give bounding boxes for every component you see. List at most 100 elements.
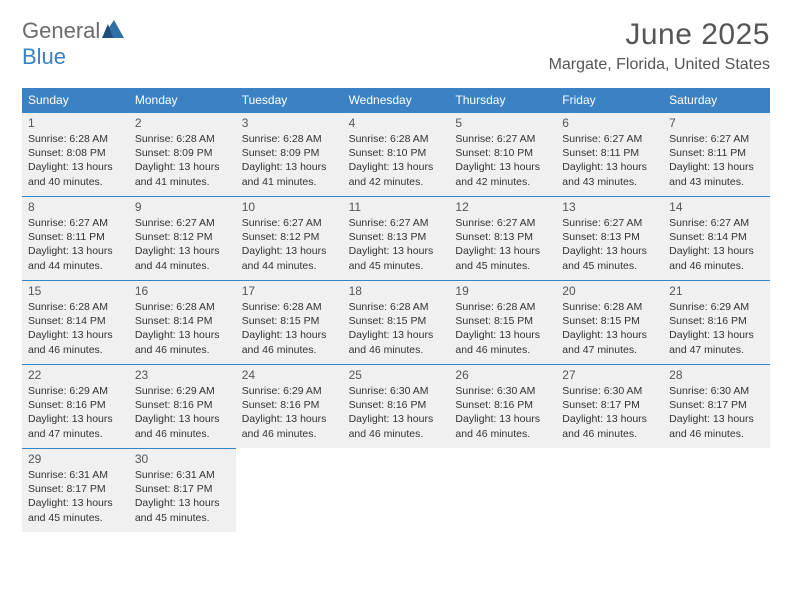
sunset-line: Sunset: 8:17 PM — [135, 482, 230, 496]
sunrise-line: Sunrise: 6:28 AM — [349, 132, 444, 146]
sunset-line: Sunset: 8:17 PM — [28, 482, 123, 496]
calendar-header-row: SundayMondayTuesdayWednesdayThursdayFrid… — [22, 88, 770, 112]
calendar-cell-23: 23Sunrise: 6:29 AMSunset: 8:16 PMDayligh… — [129, 364, 236, 448]
sunrise-line: Sunrise: 6:27 AM — [669, 132, 764, 146]
calendar-cell-11: 11Sunrise: 6:27 AMSunset: 8:13 PMDayligh… — [343, 196, 450, 280]
daylight-line: Daylight: 13 hours and 44 minutes. — [28, 244, 123, 272]
calendar-cell-empty — [449, 448, 556, 532]
daylight-line: Daylight: 13 hours and 46 minutes. — [669, 412, 764, 440]
daylight-line: Daylight: 13 hours and 43 minutes. — [562, 160, 657, 188]
day-number: 9 — [135, 200, 230, 214]
calendar-cell-28: 28Sunrise: 6:30 AMSunset: 8:17 PMDayligh… — [663, 364, 770, 448]
daylight-line: Daylight: 13 hours and 46 minutes. — [135, 328, 230, 356]
sunrise-line: Sunrise: 6:27 AM — [562, 132, 657, 146]
day-number: 26 — [455, 368, 550, 382]
calendar-cell-6: 6 Sunrise: 6:27 AMSunset: 8:11 PMDaylight… — [556, 112, 663, 196]
sunset-line: Sunset: 8:11 PM — [562, 146, 657, 160]
logo-sail-icon — [102, 20, 124, 38]
day-number: 14 — [669, 200, 764, 214]
title-block: June 2025 Margate, Florida, United State… — [549, 18, 770, 74]
dow-header-5: Friday — [556, 88, 663, 112]
calendar-cell-24: 24Sunrise: 6:29 AMSunset: 8:16 PMDayligh… — [236, 364, 343, 448]
daylight-line: Daylight: 13 hours and 46 minutes. — [669, 244, 764, 272]
calendar-cell-9: 9 Sunrise: 6:27 AMSunset: 8:12 PMDaylight… — [129, 196, 236, 280]
sunset-line: Sunset: 8:15 PM — [455, 314, 550, 328]
brand-general: General — [22, 18, 100, 43]
daylight-line: Daylight: 13 hours and 46 minutes. — [455, 328, 550, 356]
dow-header-4: Thursday — [449, 88, 556, 112]
calendar: SundayMondayTuesdayWednesdayThursdayFrid… — [22, 88, 770, 532]
day-number: 4 — [349, 116, 444, 130]
sunrise-line: Sunrise: 6:27 AM — [349, 216, 444, 230]
sunset-line: Sunset: 8:16 PM — [669, 314, 764, 328]
sunset-line: Sunset: 8:17 PM — [562, 398, 657, 412]
sunset-line: Sunset: 8:11 PM — [669, 146, 764, 160]
sunset-line: Sunset: 8:15 PM — [349, 314, 444, 328]
sunset-line: Sunset: 8:14 PM — [669, 230, 764, 244]
daylight-line: Daylight: 13 hours and 46 minutes. — [28, 328, 123, 356]
daylight-line: Daylight: 13 hours and 46 minutes. — [349, 412, 444, 440]
daylight-line: Daylight: 13 hours and 44 minutes. — [242, 244, 337, 272]
calendar-cell-29: 29Sunrise: 6:31 AMSunset: 8:17 PMDayligh… — [22, 448, 129, 532]
sunrise-line: Sunrise: 6:28 AM — [135, 300, 230, 314]
daylight-line: Daylight: 13 hours and 44 minutes. — [135, 244, 230, 272]
sunset-line: Sunset: 8:13 PM — [349, 230, 444, 244]
calendar-cell-25: 25Sunrise: 6:30 AMSunset: 8:16 PMDayligh… — [343, 364, 450, 448]
daylight-line: Daylight: 13 hours and 45 minutes. — [349, 244, 444, 272]
calendar-cell-4: 4Sunrise: 6:28 AMSunset: 8:10 PMDaylight… — [343, 112, 450, 196]
calendar-cell-7: 7Sunrise: 6:27 AMSunset: 8:11 PMDaylight… — [663, 112, 770, 196]
calendar-cell-14: 14 Sunrise: 6:27 AMSunset: 8:14 PMDayligh… — [663, 196, 770, 280]
day-number: 1 — [28, 116, 123, 130]
sunset-line: Sunset: 8:12 PM — [135, 230, 230, 244]
day-number: 6 — [562, 116, 657, 130]
calendar-cell-2: 2Sunrise: 6:28 AMSunset: 8:09 PMDaylight… — [129, 112, 236, 196]
dow-header-2: Tuesday — [236, 88, 343, 112]
calendar-cell-3: 3Sunrise: 6:28 AMSunset: 8:09 PMDaylight… — [236, 112, 343, 196]
sunrise-line: Sunrise: 6:27 AM — [135, 216, 230, 230]
calendar-cell-5: 5Sunrise: 6:27 AMSunset: 8:10 PMDaylight… — [449, 112, 556, 196]
day-number: 22 — [28, 368, 123, 382]
daylight-line: Daylight: 13 hours and 46 minutes. — [562, 412, 657, 440]
day-number: 19 — [455, 284, 550, 298]
sunset-line: Sunset: 8:08 PM — [28, 146, 123, 160]
sunset-line: Sunset: 8:15 PM — [242, 314, 337, 328]
day-number: 24 — [242, 368, 337, 382]
sunset-line: Sunset: 8:16 PM — [242, 398, 337, 412]
day-number: 17 — [242, 284, 337, 298]
daylight-line: Daylight: 13 hours and 47 minutes. — [669, 328, 764, 356]
calendar-cell-27: 27Sunrise: 6:30 AMSunset: 8:17 PMDayligh… — [556, 364, 663, 448]
sunrise-line: Sunrise: 6:30 AM — [562, 384, 657, 398]
calendar-cell-10: 10Sunrise: 6:27 AMSunset: 8:12 PMDayligh… — [236, 196, 343, 280]
calendar-cell-empty — [663, 448, 770, 532]
calendar-cell-20: 20Sunrise: 6:28 AMSunset: 8:15 PMDayligh… — [556, 280, 663, 364]
day-number: 28 — [669, 368, 764, 382]
sunrise-line: Sunrise: 6:30 AM — [669, 384, 764, 398]
day-number: 21 — [669, 284, 764, 298]
dow-header-6: Saturday — [663, 88, 770, 112]
calendar-page: General Blue June 2025 Margate, Florida,… — [0, 0, 792, 532]
daylight-line: Daylight: 13 hours and 46 minutes. — [242, 328, 337, 356]
dow-header-1: Monday — [129, 88, 236, 112]
day-number: 13 — [562, 200, 657, 214]
sunrise-line: Sunrise: 6:29 AM — [669, 300, 764, 314]
sunrise-line: Sunrise: 6:27 AM — [455, 132, 550, 146]
calendar-cell-1: 1Sunrise: 6:28 AMSunset: 8:08 PMDaylight… — [22, 112, 129, 196]
sunrise-line: Sunrise: 6:30 AM — [349, 384, 444, 398]
calendar-cell-26: 26Sunrise: 6:30 AMSunset: 8:16 PMDayligh… — [449, 364, 556, 448]
sunrise-line: Sunrise: 6:27 AM — [455, 216, 550, 230]
daylight-line: Daylight: 13 hours and 40 minutes. — [28, 160, 123, 188]
daylight-line: Daylight: 13 hours and 46 minutes. — [455, 412, 550, 440]
sunrise-line: Sunrise: 6:27 AM — [669, 216, 764, 230]
sunrise-line: Sunrise: 6:29 AM — [135, 384, 230, 398]
sunrise-line: Sunrise: 6:28 AM — [242, 132, 337, 146]
day-number: 16 — [135, 284, 230, 298]
calendar-cell-22: 22Sunrise: 6:29 AMSunset: 8:16 PMDayligh… — [22, 364, 129, 448]
day-number: 25 — [349, 368, 444, 382]
day-number: 2 — [135, 116, 230, 130]
sunrise-line: Sunrise: 6:27 AM — [562, 216, 657, 230]
day-number: 18 — [349, 284, 444, 298]
location-label: Margate, Florida, United States — [549, 56, 770, 74]
brand-logo: General Blue — [22, 18, 124, 70]
sunset-line: Sunset: 8:16 PM — [455, 398, 550, 412]
day-number: 5 — [455, 116, 550, 130]
